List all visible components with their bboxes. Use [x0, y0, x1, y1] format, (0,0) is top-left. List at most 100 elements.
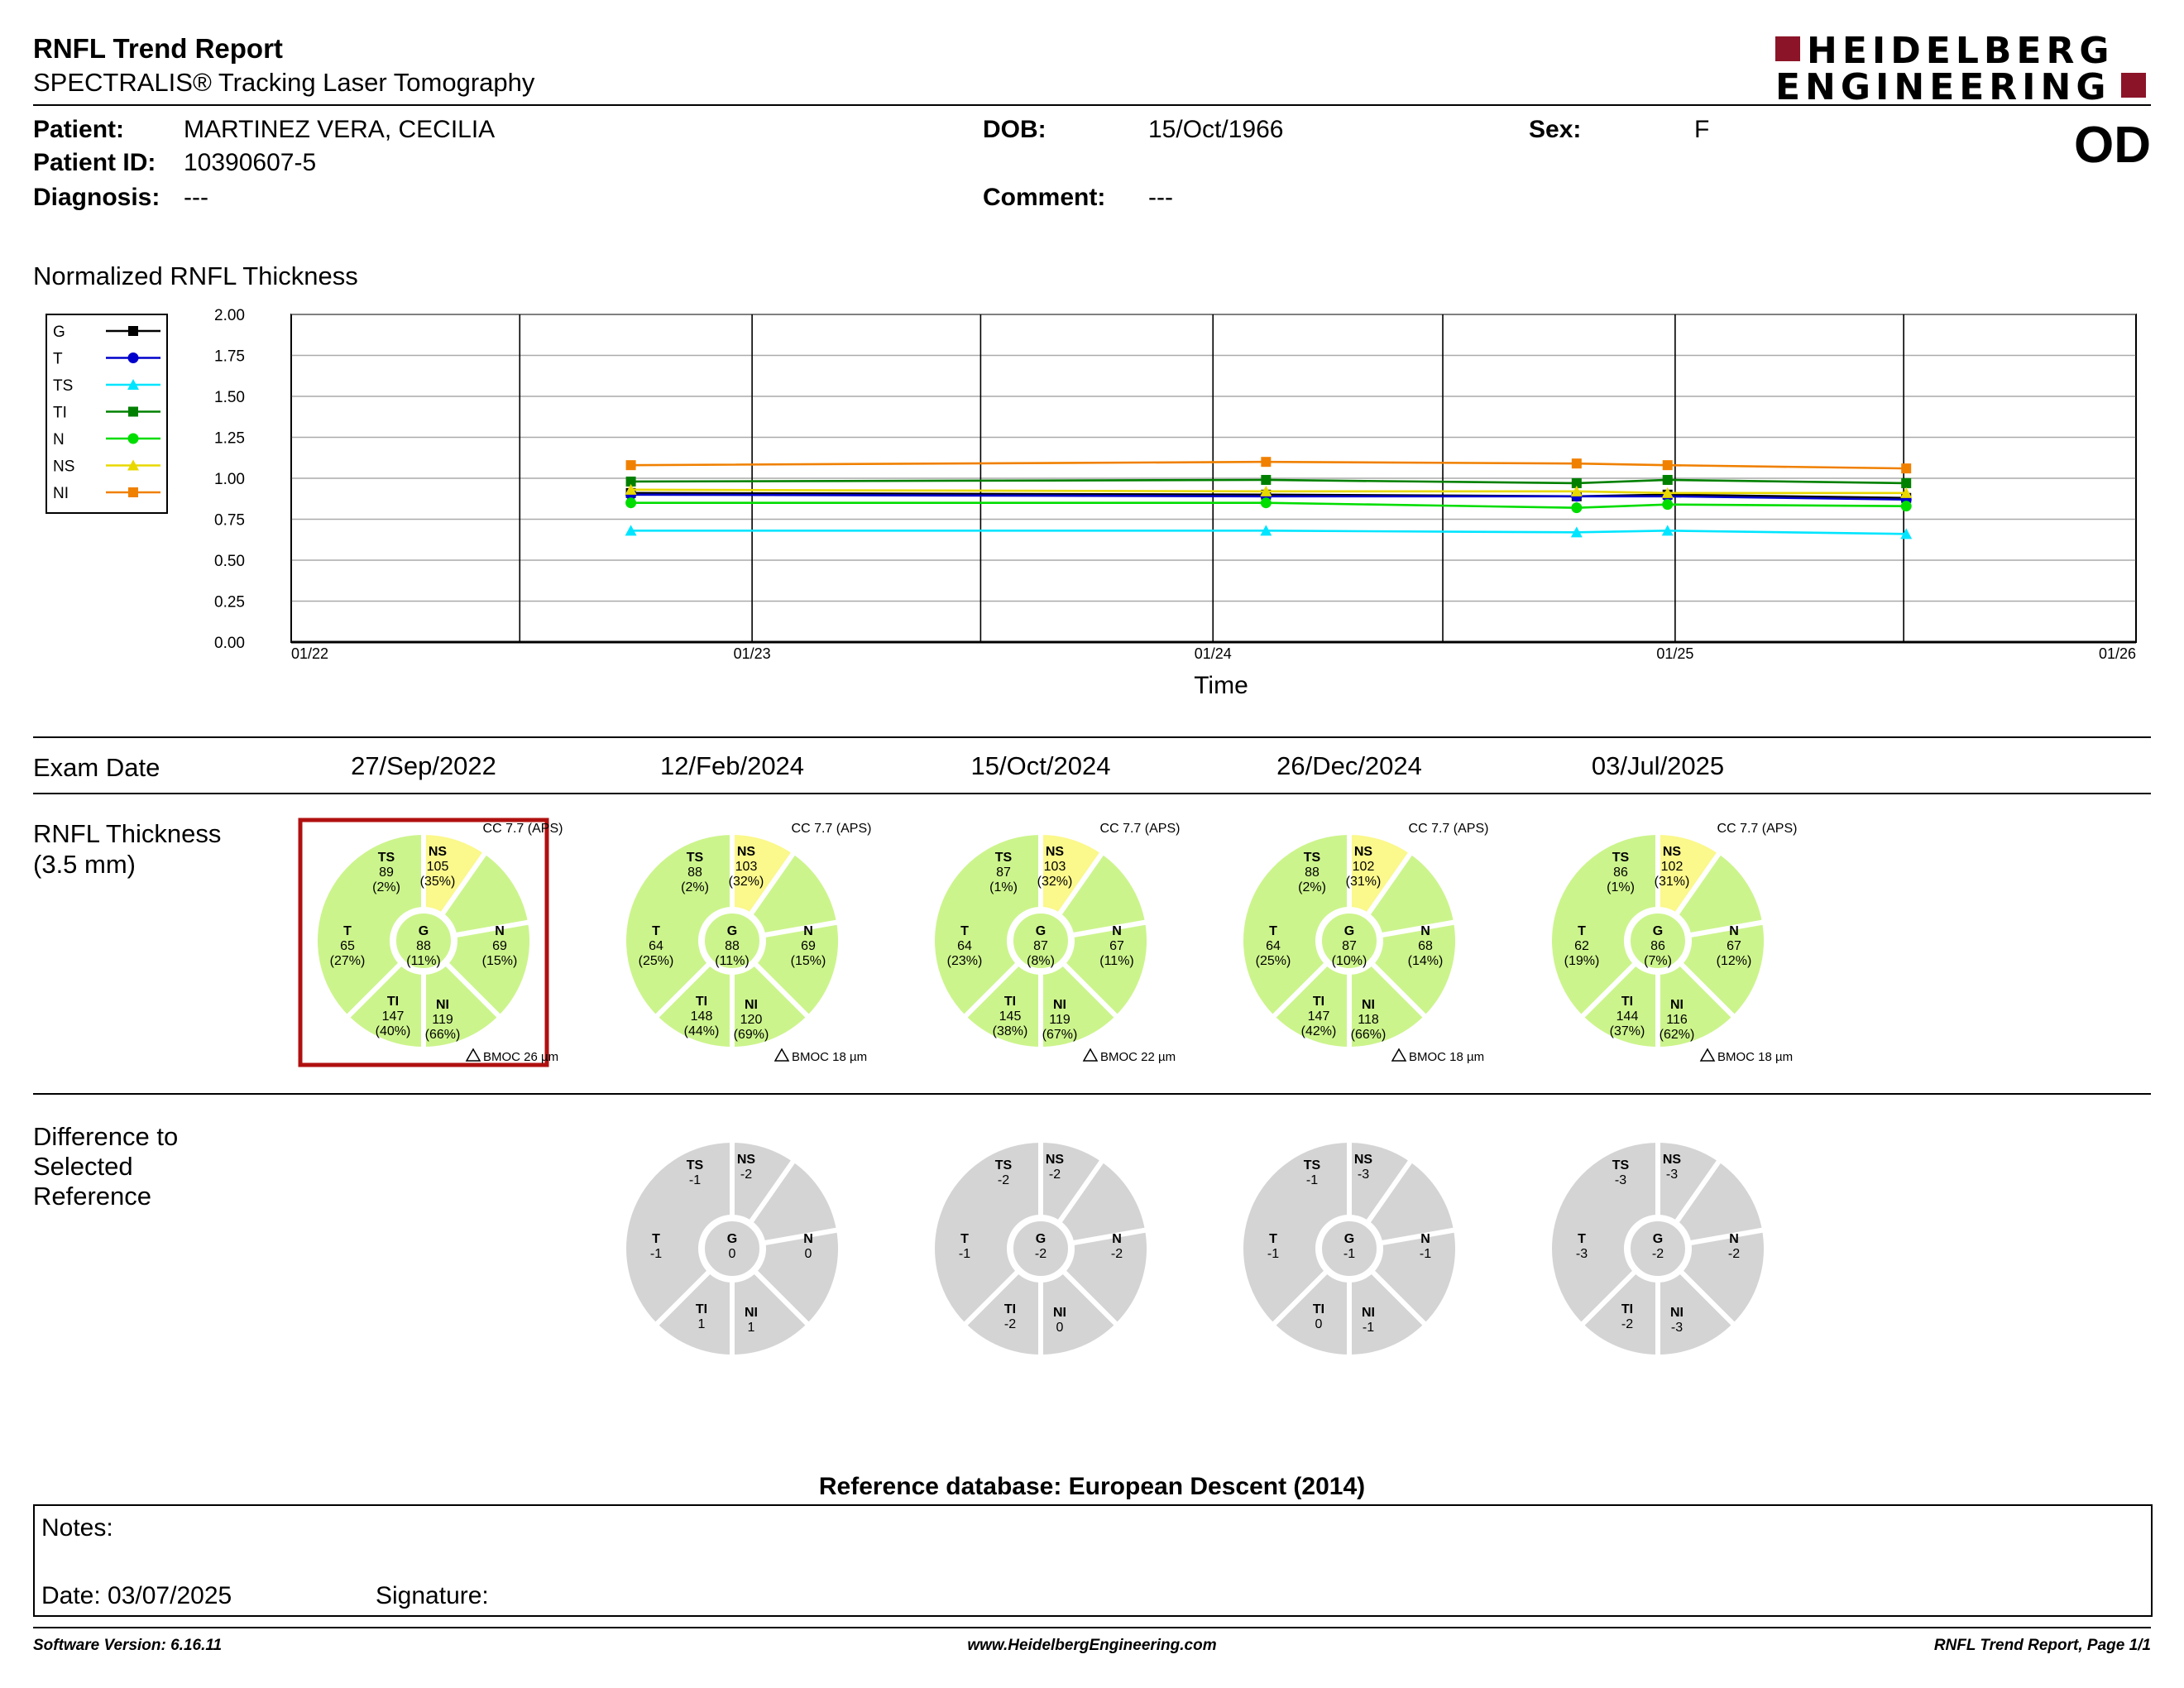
sector-percentile: (14%): [1408, 954, 1444, 968]
legend-marker: [127, 379, 139, 390]
sector-thickness: 87: [996, 866, 1011, 880]
sector-percentile: (44%): [684, 1024, 720, 1038]
sector-thickness: 68: [1418, 939, 1433, 953]
sector-g: [391, 909, 456, 973]
sector-difference: 1: [698, 1317, 706, 1331]
sector-name: NI: [1053, 1306, 1066, 1320]
sector-thickness: 145: [999, 1009, 1022, 1024]
selected-reference-frame[interactable]: [298, 818, 549, 1067]
delta-icon: [1391, 1048, 1407, 1062]
exam-date-3: 15/Oct/2024: [970, 751, 1111, 780]
patient-id: 10390607-5: [184, 149, 317, 176]
x-tick-label: 01/23: [734, 645, 771, 662]
sector-difference: -2: [998, 1173, 1009, 1187]
patient-label: Patient:: [33, 116, 125, 143]
notes-box[interactable]: Notes: Date: 03/07/2025 Signature:: [33, 1504, 2153, 1617]
heidelberg-logo: HEIDELBERG ENGINEERING: [1770, 30, 2151, 108]
sector-percentile: (32%): [1037, 875, 1073, 889]
sector-percentile: (37%): [1610, 1024, 1645, 1038]
sector-difference: -1: [1267, 1247, 1279, 1261]
patient-id-label: Patient ID:: [33, 149, 156, 176]
sector-g: [1008, 909, 1073, 973]
sector-name: TS: [687, 851, 704, 865]
sector-name: NS: [1354, 845, 1373, 859]
sector-percentile: (15%): [482, 954, 518, 968]
data-point-ni: [1901, 463, 1912, 474]
sector-g: [700, 909, 764, 973]
x-tick-label: 01/26: [2099, 645, 2136, 662]
sector-name: TI: [1621, 995, 1633, 1009]
bmoc-label: BMOC 22 µm: [1100, 1050, 1176, 1064]
sector-name: G: [1344, 924, 1354, 938]
sector-name: T: [652, 1232, 660, 1246]
sector-name: TI: [696, 1302, 707, 1316]
sector-name: NS: [1046, 1153, 1065, 1167]
x-tick-label: 01/24: [1195, 645, 1232, 662]
sector-name: TS: [995, 851, 1013, 865]
sector-name: TI: [387, 995, 399, 1009]
chart-title: Normalized RNFL Thickness: [33, 261, 358, 290]
sector-thickness: 120: [740, 1013, 763, 1027]
data-point-ns: [1661, 487, 1674, 498]
sector-difference: -1: [1306, 1173, 1318, 1187]
reference-database: Reference database: European Descent (20…: [818, 1473, 1366, 1500]
data-point-ts: [1900, 528, 1913, 539]
sector-thickness: 119: [432, 1013, 453, 1027]
sector-difference: -1: [1343, 1247, 1355, 1261]
data-point-n: [1900, 501, 1912, 512]
data-point-ti: [1571, 477, 1582, 488]
sector-thickness: 144: [1616, 1009, 1639, 1024]
y-tick-label: 1.25: [214, 430, 245, 448]
data-point-ns: [625, 483, 637, 495]
sector-percentile: (11%): [1099, 954, 1134, 968]
quality-cc-label: CC 7.7 (APS): [1717, 822, 1798, 836]
sector-percentile: (1%): [989, 880, 1018, 894]
difference-label-2: Selected: [33, 1152, 133, 1181]
comment-label: Comment:: [983, 184, 1106, 211]
legend-label: G: [53, 324, 65, 341]
website-link[interactable]: www.HeidelbergEngineering.com: [967, 1637, 1217, 1654]
dob-label: DOB:: [983, 116, 1046, 143]
sector-percentile: (67%): [1042, 1028, 1078, 1042]
footer-divider: [33, 1627, 2151, 1628]
data-point-ti: [1662, 474, 1673, 485]
data-point-ni: [1662, 460, 1673, 471]
difference-label-1: Difference to: [33, 1122, 179, 1151]
sector-percentile: (25%): [639, 954, 674, 968]
sector-g: [1317, 909, 1382, 973]
sector-name: N: [1729, 924, 1739, 938]
chart-xlabel: Time: [1194, 672, 1248, 699]
logo-line1: HEIDELBERG: [1807, 30, 2115, 72]
sector-difference: 0: [1315, 1317, 1323, 1331]
exam-date-2: 12/Feb/2024: [659, 751, 805, 780]
sector-name: NI: [745, 998, 758, 1012]
sector-percentile: (32%): [729, 875, 764, 889]
sector-thickness: 103: [1044, 860, 1066, 874]
data-point-ti: [625, 476, 636, 487]
exam-date-1: 27/Sep/2022: [351, 751, 496, 780]
sector-g: [1008, 1216, 1073, 1281]
sector-thickness: 88: [416, 939, 431, 953]
sector-thickness: 69: [492, 939, 507, 953]
x-tick-label: 01/25: [1656, 645, 1693, 662]
sector-name: NS: [1663, 1153, 1682, 1167]
sector-difference: -2: [1035, 1247, 1046, 1261]
sector-percentile: (38%): [993, 1024, 1028, 1038]
sector-name: NI: [436, 998, 449, 1012]
sector-name: T: [652, 924, 660, 938]
sector-percentile: (12%): [1717, 954, 1752, 968]
sector-name: NS: [1046, 845, 1065, 859]
data-point-ts: [1570, 526, 1583, 538]
sector-thickness: 102: [1661, 860, 1684, 874]
sector-name: NS: [737, 845, 756, 859]
legend-marker: [127, 433, 139, 444]
quality-cc-label: CC 7.7 (APS): [1100, 822, 1181, 836]
trend-chart: GT TS TI N NS NI 0.00 0.25 0.50 0.75 1.00 1.25 1.50…: [46, 307, 2137, 699]
sector-thickness: 88: [687, 866, 702, 880]
sector-difference: -2: [1652, 1247, 1664, 1261]
sector-thickness: 64: [957, 939, 972, 953]
sector-thickness: 87: [1033, 939, 1048, 953]
sector-name: N: [1112, 1232, 1122, 1246]
sector-name: G: [419, 924, 429, 938]
sector-name: T: [960, 1232, 969, 1246]
